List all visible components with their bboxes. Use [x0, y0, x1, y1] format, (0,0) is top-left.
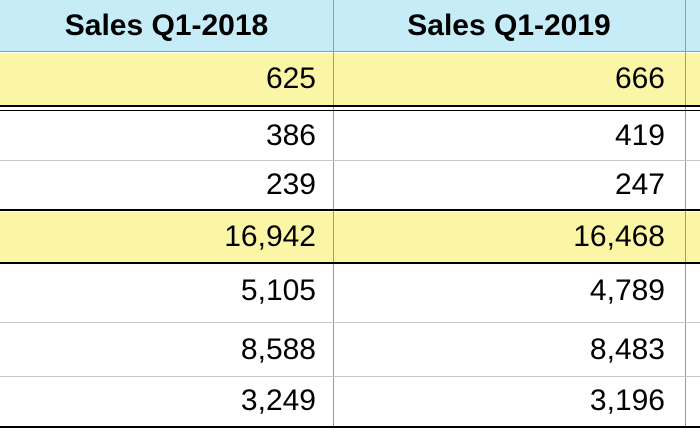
cell-q1-2018[interactable]: 16,942	[224, 220, 316, 253]
row-divider-thick	[0, 262, 700, 264]
cell-q1-2018[interactable]: 239	[265, 168, 316, 201]
cell-q1-2019[interactable]: 4,789	[589, 274, 665, 307]
row-divider	[0, 160, 700, 161]
cell-next-column[interactable]	[685, 161, 700, 209]
row-divider	[0, 376, 700, 377]
table-row: 16,942 16,468	[0, 212, 700, 262]
table-row: 625 666	[0, 53, 700, 105]
cell-next-column[interactable]	[685, 377, 700, 425]
header-next-column[interactable]	[685, 0, 700, 52]
column-divider	[333, 0, 334, 428]
cell-next-column[interactable]	[685, 53, 700, 105]
cell-q1-2018[interactable]: 5,105	[240, 274, 316, 307]
cell-q1-2018[interactable]: 8,588	[240, 333, 316, 366]
row-divider-thick	[0, 209, 700, 211]
header-sales-q1-2019[interactable]: Sales Q1-2019	[407, 9, 611, 42]
cell-q1-2019[interactable]: 247	[614, 168, 665, 201]
cell-q1-2019[interactable]: 3,196	[589, 384, 665, 417]
cell-next-column[interactable]	[685, 212, 700, 262]
table-row: 239 247	[0, 161, 700, 209]
table-row: 3,249 3,196	[0, 377, 700, 425]
cell-q1-2018[interactable]: 3,249	[240, 384, 316, 417]
table-bottom-border	[0, 426, 700, 428]
header-row: Sales Q1-2018 Sales Q1-2019	[0, 0, 700, 52]
cell-q1-2019[interactable]: 8,483	[589, 333, 665, 366]
cell-q1-2019[interactable]: 419	[614, 119, 665, 152]
cell-next-column[interactable]	[685, 265, 700, 317]
table-row: 5,105 4,789	[0, 265, 700, 317]
cell-q1-2018[interactable]: 386	[265, 119, 316, 152]
row-divider	[0, 51, 700, 52]
cell-q1-2018[interactable]: 625	[265, 62, 316, 95]
table-row: 8,588 8,483	[0, 324, 700, 376]
cell-q1-2019[interactable]: 16,468	[573, 220, 665, 253]
cell-q1-2019[interactable]: 666	[614, 62, 665, 95]
table-row: 386 419	[0, 112, 700, 160]
cell-next-column[interactable]	[685, 324, 700, 376]
cell-next-column[interactable]	[685, 112, 700, 160]
row-divider	[0, 110, 700, 111]
row-divider-thick	[0, 105, 700, 107]
header-sales-q1-2018[interactable]: Sales Q1-2018	[64, 9, 269, 42]
column-divider	[685, 0, 686, 428]
row-divider	[0, 322, 700, 323]
